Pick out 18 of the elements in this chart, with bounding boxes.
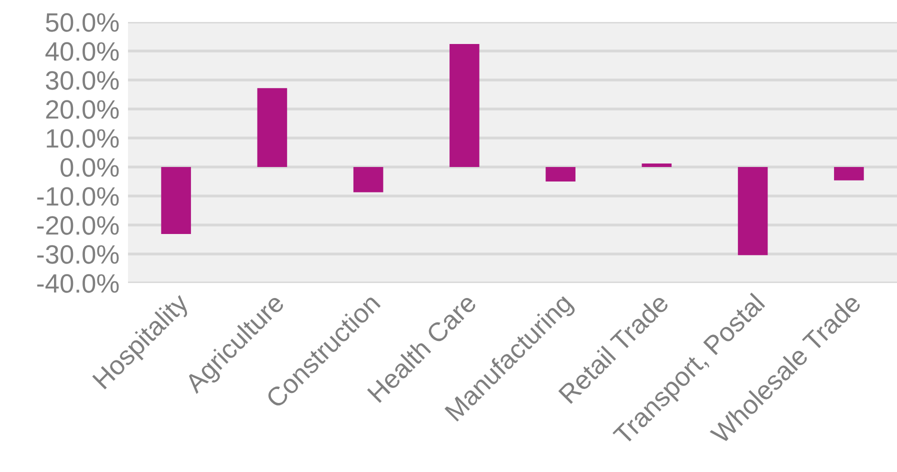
bar <box>450 44 480 167</box>
y-tick-label: 10.0% <box>46 129 119 148</box>
bar <box>738 167 768 256</box>
bar <box>834 167 864 180</box>
bar <box>546 167 576 182</box>
y-tick-label: 50.0% <box>46 13 119 32</box>
y-tick-label: 30.0% <box>46 71 119 90</box>
y-tick-label: -10.0% <box>37 187 119 206</box>
bar <box>353 167 384 192</box>
bar <box>642 164 672 167</box>
bar <box>161 167 191 234</box>
y-tick-label: 40.0% <box>45 42 119 61</box>
y-tick-label: -20.0% <box>37 216 119 235</box>
y-tick-label: -30.0% <box>37 245 119 264</box>
y-tick-label: 0.0% <box>60 158 119 177</box>
bar <box>257 88 288 167</box>
y-tick-label: 20.0% <box>46 100 119 119</box>
y-tick-label: -40.0% <box>37 274 119 293</box>
